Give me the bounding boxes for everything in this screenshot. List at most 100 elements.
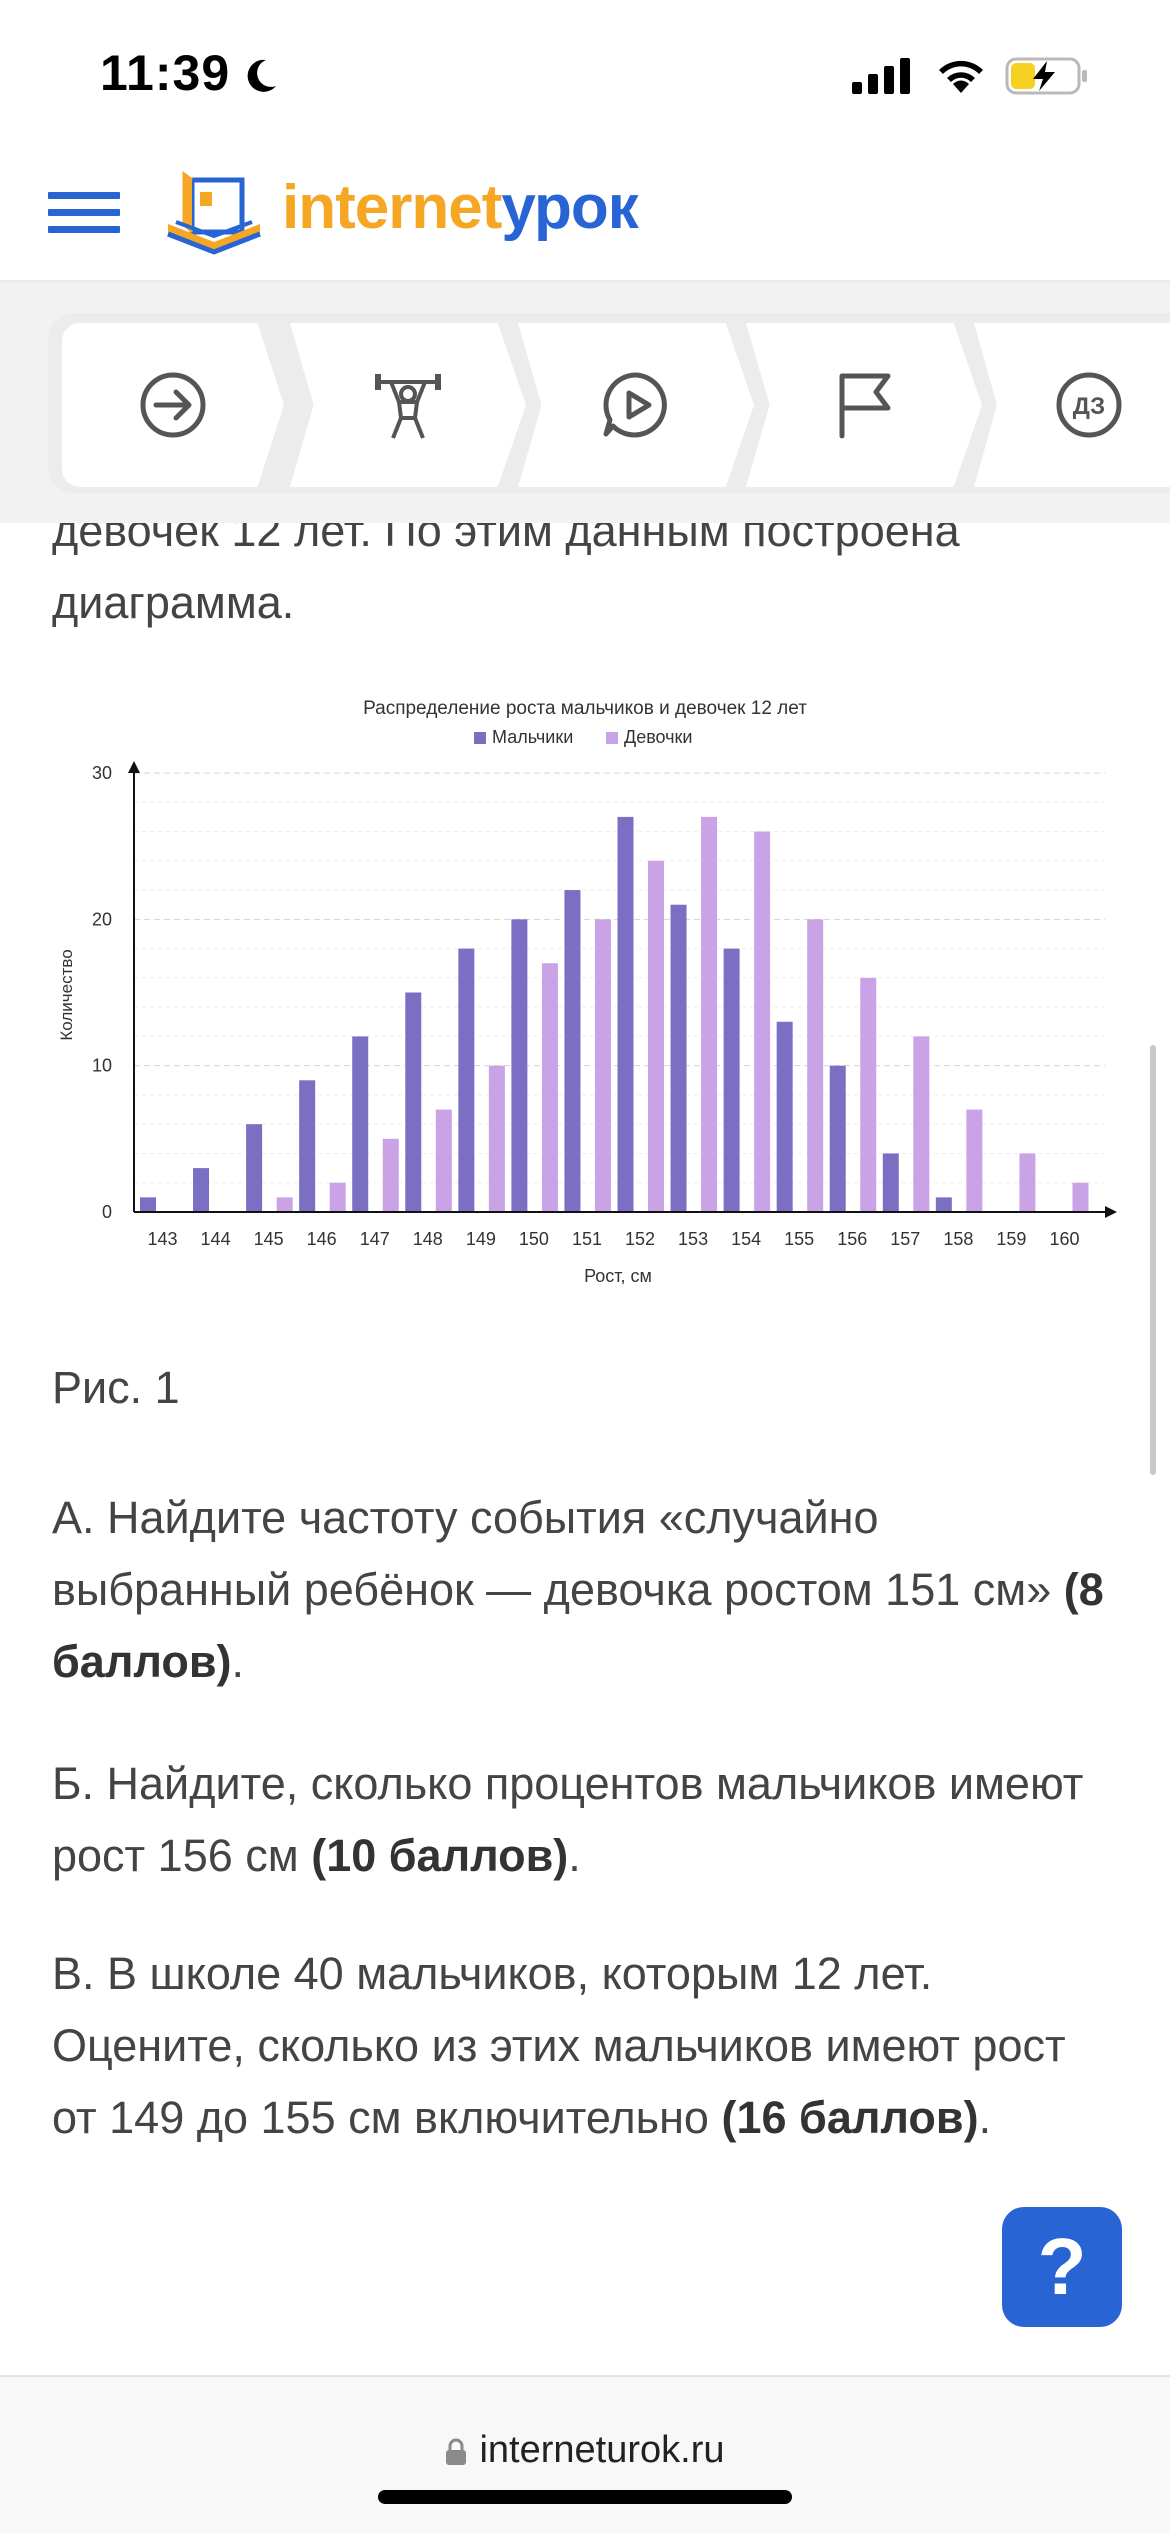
- question-b-text: Б. Найдите, сколько процентов мальчиков …: [52, 1758, 1084, 1881]
- x-tick-label: 151: [572, 1229, 602, 1249]
- bar-boys: [246, 1124, 263, 1212]
- lock-icon: [446, 2438, 467, 2465]
- bar-boys: [140, 1197, 156, 1212]
- lesson-step-nav: ДЗ: [0, 283, 1170, 523]
- question-c-points: (16 баллов): [721, 2092, 979, 2143]
- menu-button[interactable]: [48, 192, 120, 242]
- x-tick-label: 156: [837, 1229, 867, 1249]
- play-bubble-icon: [603, 372, 667, 438]
- logo-text[interactable]: internetурок: [282, 172, 639, 243]
- x-tick-label: 152: [625, 1229, 655, 1249]
- x-tick-label: 159: [996, 1229, 1026, 1249]
- bar-girls: [541, 963, 558, 1212]
- question-c-text: В. В школе 40 мальчиков, которым 12 лет.…: [52, 1948, 1066, 2143]
- home-indicator[interactable]: [378, 2490, 792, 2504]
- step-training[interactable]: [290, 323, 526, 487]
- bar-girls: [594, 919, 611, 1212]
- question-b-points: (10 баллов): [311, 1830, 569, 1881]
- logo-text-part2: урок: [501, 173, 638, 242]
- x-tick-label: 150: [519, 1229, 549, 1249]
- bar-boys: [829, 1065, 846, 1212]
- bar-boys: [511, 919, 528, 1212]
- bar-girls: [913, 1036, 930, 1212]
- x-tick-label: 147: [360, 1229, 390, 1249]
- legend-label-boys: Мальчики: [492, 727, 573, 747]
- scrollbar[interactable]: [1150, 1045, 1156, 1475]
- bar-girls: [276, 1197, 293, 1212]
- bar-girls: [966, 1109, 983, 1212]
- x-tick-label: 145: [254, 1229, 284, 1249]
- help-button[interactable]: ?: [1002, 2207, 1122, 2327]
- x-tick-label: 157: [890, 1229, 920, 1249]
- bar-girls: [1019, 1153, 1036, 1212]
- step-video[interactable]: [518, 323, 754, 487]
- x-axis-label: Рост, см: [584, 1266, 652, 1286]
- bar-boys: [776, 1021, 793, 1212]
- x-tick-label: 160: [1049, 1229, 1079, 1249]
- logo-text-part1: internet: [282, 173, 502, 242]
- figure-caption: Рис. 1: [52, 1362, 180, 1413]
- x-tick-label: 148: [413, 1229, 443, 1249]
- homework-icon: ДЗ: [1056, 372, 1122, 438]
- step-homework[interactable]: ДЗ: [974, 323, 1170, 487]
- x-axis-arrow: [1105, 1206, 1117, 1218]
- bar-boys: [352, 1036, 369, 1212]
- address-bar[interactable]: interneturok.ru: [0, 2429, 1170, 2472]
- bar-girls: [648, 860, 665, 1212]
- x-tick-label: 143: [148, 1229, 178, 1249]
- site-header: internetурок: [0, 150, 1170, 283]
- weightlifter-icon: [375, 374, 441, 439]
- y-axis-arrow: [128, 761, 140, 773]
- bar-boys: [564, 890, 581, 1212]
- browser-bottom-bar: interneturok.ru: [0, 2375, 1170, 2534]
- status-time: 11:39: [100, 45, 231, 101]
- step-test[interactable]: [746, 323, 982, 487]
- flag-icon: [839, 373, 891, 439]
- bar-boys: [723, 948, 740, 1212]
- bar-boys: [405, 992, 422, 1212]
- bar-girls: [382, 1138, 399, 1212]
- x-tick-label: 155: [784, 1229, 814, 1249]
- question-c: В. В школе 40 мальчиков, которым 12 лет.…: [52, 1948, 1066, 2143]
- bar-girls: [701, 816, 718, 1212]
- moon-icon: [247, 59, 276, 92]
- bar-boys: [882, 1153, 899, 1212]
- chart-axes: 0 10 20 30 143 144 145 146 147 148 149 150 151 152 153…: [92, 761, 1117, 1249]
- arrow-right-circle-icon: [140, 372, 206, 438]
- question-a-text: А. Найдите частоту события «случайно выб…: [52, 1492, 1052, 1615]
- step-intro[interactable]: [62, 323, 284, 487]
- y-tick-label: 20: [92, 909, 112, 929]
- bar-girls: [1072, 1182, 1089, 1212]
- x-tick-label: 146: [307, 1229, 337, 1249]
- cellular-signal-icon: [852, 58, 910, 94]
- question-a: А. Найдите частоту события «случайно выб…: [52, 1492, 1104, 1687]
- status-bar: 11:39: [0, 0, 1170, 150]
- x-tick-label: 154: [731, 1229, 761, 1249]
- x-tick-label: 158: [943, 1229, 973, 1249]
- homework-label: ДЗ: [1073, 393, 1105, 420]
- bar-girls: [435, 1109, 452, 1212]
- legend-swatch-boys: [474, 732, 486, 744]
- x-tick-label: 153: [678, 1229, 708, 1249]
- bar-boys: [670, 904, 687, 1212]
- bar-boys: [299, 1080, 316, 1212]
- height-distribution-chart: Распределение роста мальчиков и девочек …: [57, 698, 1117, 1286]
- legend-label-girls: Девочки: [624, 727, 692, 747]
- chart-bars: [140, 816, 1089, 1212]
- wifi-icon: [939, 60, 983, 93]
- x-tick-label: 149: [466, 1229, 496, 1249]
- bar-boys: [935, 1197, 952, 1212]
- url-text: interneturok.ru: [479, 2429, 725, 2471]
- chart-title: Распределение роста мальчиков и девочек …: [363, 698, 807, 719]
- bar-boys: [458, 948, 475, 1212]
- bar-girls: [860, 977, 877, 1212]
- y-tick-label: 0: [102, 1202, 112, 1222]
- menu-icon: [48, 192, 120, 199]
- y-tick-label: 10: [92, 1056, 112, 1076]
- bar-boys: [193, 1168, 210, 1212]
- bar-girls: [329, 1182, 346, 1212]
- bar-boys: [617, 816, 634, 1212]
- bar-girls: [807, 919, 824, 1212]
- logo-icon: [167, 171, 261, 255]
- question-b: Б. Найдите, сколько процентов мальчиков …: [52, 1758, 1084, 1881]
